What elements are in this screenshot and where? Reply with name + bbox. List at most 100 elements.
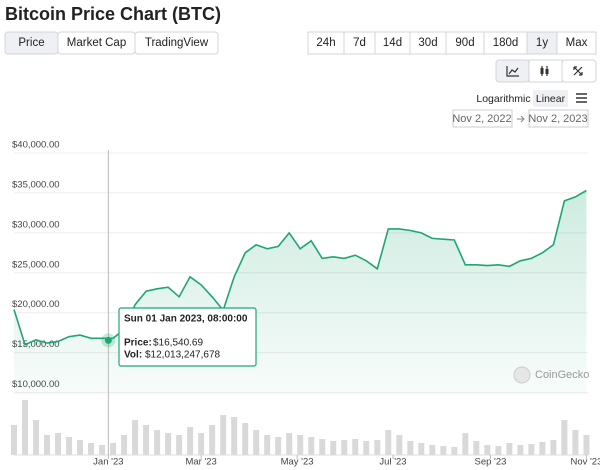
date-from-box[interactable] bbox=[452, 109, 513, 128]
volume-bar bbox=[110, 443, 117, 455]
watermark: CoinGecko bbox=[535, 369, 589, 381]
volume-bar bbox=[429, 445, 436, 455]
x-tick-label: Jul '23 bbox=[379, 457, 406, 468]
y-tick-label: $35,000.00 bbox=[12, 179, 60, 190]
price-area bbox=[14, 190, 587, 395]
volume-bar bbox=[341, 440, 348, 455]
candle-icon bbox=[545, 69, 549, 74]
y-tick-label: $25,000.00 bbox=[12, 259, 60, 270]
volume-bar bbox=[33, 420, 40, 455]
range-label: 180d bbox=[493, 37, 519, 49]
volume-bar bbox=[99, 445, 106, 455]
volume-bar bbox=[440, 446, 447, 455]
volume-bar bbox=[231, 417, 238, 455]
volume-bar bbox=[330, 441, 337, 455]
arrow bbox=[517, 115, 525, 123]
tooltip-price-label: Price: bbox=[124, 338, 152, 349]
volume-bar bbox=[11, 425, 17, 455]
volume-bar bbox=[176, 435, 183, 455]
range-label: 30d bbox=[418, 37, 437, 49]
volume-bar bbox=[363, 441, 370, 455]
volume-bar bbox=[286, 433, 293, 455]
volume-bar bbox=[473, 441, 480, 455]
volume-bar bbox=[407, 441, 414, 455]
volume-bar bbox=[451, 447, 458, 455]
tooltip-price: $16,540.69 bbox=[153, 338, 203, 349]
volume-bar bbox=[528, 444, 535, 455]
volume-bar bbox=[561, 420, 568, 455]
tab[interactable] bbox=[134, 31, 219, 55]
volume-bar bbox=[484, 445, 491, 455]
volume-bar bbox=[209, 425, 216, 455]
candle-icon bbox=[540, 68, 544, 74]
volume-bar bbox=[253, 430, 260, 455]
volume-bar bbox=[220, 415, 227, 455]
volume-bar bbox=[132, 420, 139, 455]
volume-bar bbox=[275, 437, 282, 455]
volume-bar bbox=[66, 437, 73, 455]
menu-icon[interactable] bbox=[576, 93, 587, 103]
volume-bar bbox=[165, 433, 172, 455]
volume-bar bbox=[77, 440, 84, 455]
tab-label: TradingView bbox=[145, 37, 209, 49]
volume-bar bbox=[495, 446, 502, 455]
date-from: Nov 2, 2022 bbox=[452, 113, 511, 125]
volume-bar bbox=[396, 435, 403, 455]
y-tick-label: $40,000.00 bbox=[12, 139, 60, 150]
date-to: Nov 2, 2023 bbox=[528, 113, 587, 125]
scale-option: Logarithmic bbox=[476, 93, 530, 105]
range-label: 7d bbox=[353, 37, 366, 49]
tab-label: Market Cap bbox=[67, 37, 126, 49]
volume-bar bbox=[44, 435, 51, 455]
volume-bar bbox=[385, 430, 392, 455]
tooltip-title: Sun 01 Jan 2023, 08:00:00 bbox=[124, 314, 248, 325]
volume-bar bbox=[539, 442, 546, 455]
volume-bar bbox=[55, 433, 62, 455]
volume-bar bbox=[462, 433, 469, 455]
volume-bar bbox=[242, 423, 249, 455]
y-tick-label: $30,000.00 bbox=[12, 219, 60, 230]
volume-bar bbox=[121, 435, 128, 455]
range-button[interactable] bbox=[556, 31, 597, 55]
scale-option: Linear bbox=[536, 93, 566, 105]
volume-bar bbox=[198, 433, 205, 455]
title: Bitcoin Price Chart (BTC) bbox=[5, 4, 221, 24]
volume-bar bbox=[517, 445, 524, 455]
volume-bar bbox=[187, 427, 194, 455]
volume-bar bbox=[297, 435, 304, 455]
range-label: 90d bbox=[455, 37, 474, 49]
tooltip-vol-label: Vol: bbox=[124, 350, 142, 361]
hover-point bbox=[104, 336, 112, 344]
volume-bar bbox=[418, 443, 425, 455]
volume-bar bbox=[352, 439, 359, 455]
range-label: Max bbox=[566, 37, 588, 49]
date-to-box[interactable] bbox=[528, 109, 589, 128]
volume-bar bbox=[22, 400, 29, 455]
y-tick-label: $20,000.00 bbox=[12, 299, 60, 310]
volume-bar bbox=[264, 435, 271, 455]
volume-bar bbox=[374, 440, 381, 455]
range-label: 14d bbox=[383, 37, 402, 49]
volume-bar bbox=[572, 430, 579, 455]
range-label: 24h bbox=[316, 37, 335, 49]
x-tick-label: Sep '23 bbox=[475, 457, 507, 468]
volume-bar bbox=[550, 440, 557, 455]
volume-bar bbox=[583, 435, 590, 455]
volume-bar bbox=[88, 443, 95, 455]
tab-label: Price bbox=[18, 37, 44, 49]
volume-bar bbox=[143, 425, 150, 455]
watermark-logo bbox=[513, 366, 531, 384]
tooltip-box bbox=[118, 307, 257, 367]
volume-bar bbox=[308, 437, 315, 455]
volume-bar bbox=[319, 439, 326, 455]
fullscreen[interactable] bbox=[561, 59, 597, 83]
x-tick-label: Nov '23 bbox=[570, 457, 600, 468]
line-icon bbox=[506, 66, 519, 77]
expand-icon bbox=[573, 66, 583, 76]
range-label: 1y bbox=[536, 37, 548, 49]
volume-bar bbox=[154, 430, 161, 455]
x-tick-label: May '23 bbox=[281, 457, 314, 468]
scale-active[interactable] bbox=[533, 90, 568, 107]
x-tick-label: Jan '23 bbox=[93, 457, 123, 468]
